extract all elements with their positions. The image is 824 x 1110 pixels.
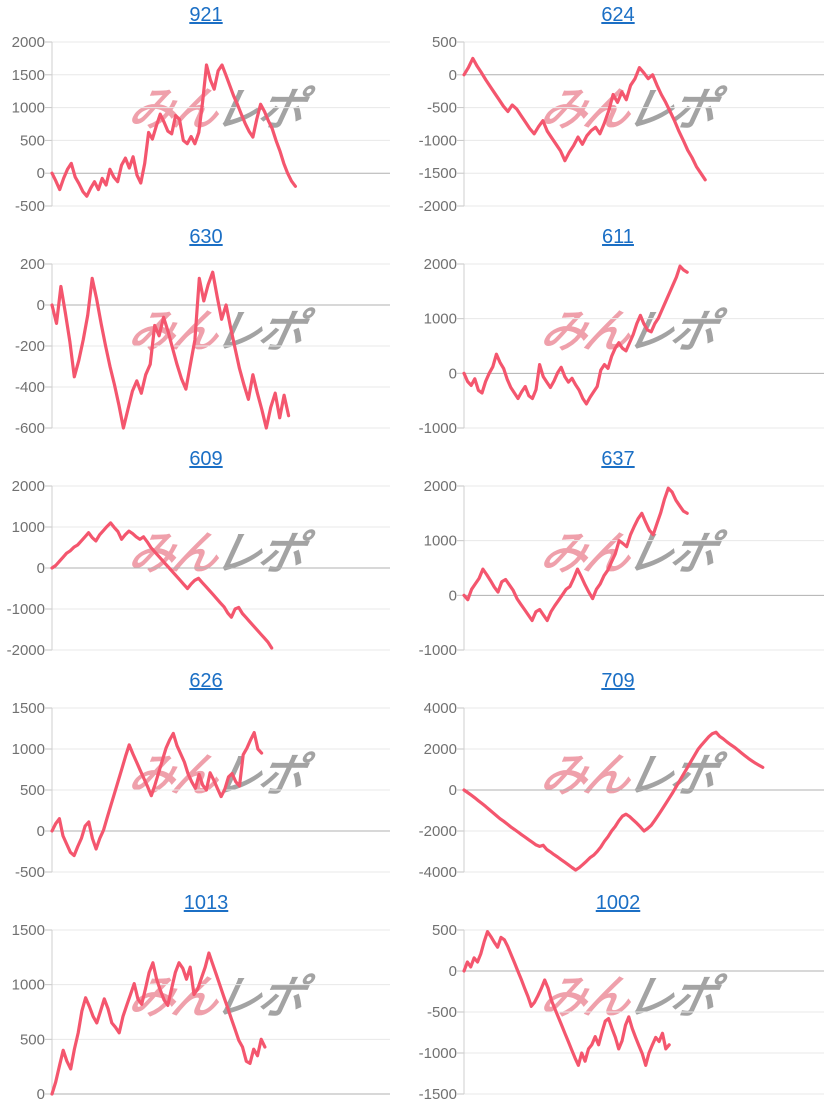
chart-title: 1002: [412, 892, 824, 915]
svg-text:-500: -500: [427, 100, 457, 117]
svg-text:0: 0: [449, 963, 457, 980]
svg-text:200: 200: [20, 256, 45, 273]
chart-title: 709: [412, 670, 824, 693]
svg-text:500: 500: [432, 34, 457, 51]
machine-number-link[interactable]: 1002: [595, 892, 641, 914]
machine-number-link[interactable]: 630: [189, 226, 223, 248]
svg-text:0: 0: [37, 560, 45, 577]
svg-text:4000: 4000: [424, 700, 457, 717]
chart-cell: 626 みんレポ 1500 1000 500 0 -500: [0, 666, 412, 888]
svg-text:-1500: -1500: [419, 165, 457, 182]
svg-text:2000: 2000: [424, 256, 457, 273]
line-chart: 2000 1500 1000 500 0 -500: [12, 34, 390, 215]
svg-text:1000: 1000: [12, 741, 45, 758]
svg-text:-500: -500: [15, 864, 45, 881]
line-chart: 4000 2000 0 -2000 -4000: [419, 700, 824, 881]
chart-title: 609: [0, 448, 412, 471]
chart-title: 1013: [0, 892, 412, 915]
svg-text:-1000: -1000: [7, 601, 45, 618]
line-chart: 500 0 -500 -1000 -1500 -2000: [419, 34, 824, 215]
svg-text:-4000: -4000: [419, 864, 457, 881]
chart-cell: 709 みんレポ 4000 2000 0 -2000 -4000: [412, 666, 824, 888]
machine-number-link[interactable]: 626: [189, 670, 223, 692]
chart-cell: 609 みんレポ 2000 1000 0 -1000 -2000: [0, 444, 412, 666]
svg-text:-1000: -1000: [419, 132, 457, 149]
machine-number-link[interactable]: 624: [601, 4, 635, 26]
chart-title: 626: [0, 670, 412, 693]
svg-text:1500: 1500: [12, 922, 45, 939]
line-chart: 1500 1000 500 0 -500: [12, 700, 390, 881]
line-chart: 2000 1000 0 -1000: [419, 478, 824, 659]
machine-number-link[interactable]: 921: [189, 4, 223, 26]
svg-text:-2000: -2000: [7, 642, 45, 659]
svg-text:-1000: -1000: [419, 642, 457, 659]
chart-cell: 630 みんレポ 200 0 -200 -400 -600: [0, 222, 412, 444]
machine-number-link[interactable]: 709: [601, 670, 635, 692]
svg-text:2000: 2000: [12, 34, 45, 51]
svg-text:-1500: -1500: [419, 1086, 457, 1103]
svg-text:0: 0: [37, 823, 45, 840]
machine-number-link[interactable]: 637: [601, 448, 635, 470]
chart-title: 611: [412, 226, 824, 249]
svg-text:1000: 1000: [424, 533, 457, 550]
svg-text:500: 500: [432, 922, 457, 939]
line-chart: 2000 1000 0 -1000: [419, 256, 824, 437]
svg-text:-200: -200: [15, 338, 45, 355]
svg-text:0: 0: [449, 67, 457, 84]
svg-text:-1000: -1000: [419, 1045, 457, 1062]
svg-text:0: 0: [37, 297, 45, 314]
line-chart: 1500 1000 500 0: [12, 922, 390, 1103]
svg-text:1000: 1000: [12, 519, 45, 536]
svg-text:2000: 2000: [12, 478, 45, 495]
svg-text:-2000: -2000: [419, 823, 457, 840]
line-chart: 200 0 -200 -400 -600: [15, 256, 390, 437]
svg-text:1500: 1500: [12, 67, 45, 84]
svg-text:1000: 1000: [12, 977, 45, 994]
line-chart: 2000 1000 0 -1000 -2000: [7, 478, 390, 659]
svg-text:-2000: -2000: [419, 198, 457, 215]
svg-text:-600: -600: [15, 420, 45, 437]
svg-text:500: 500: [20, 132, 45, 149]
chart-cell: 624 みんレポ 500 0 -500 -1000 -1500 -2000: [412, 0, 824, 222]
svg-text:0: 0: [449, 365, 457, 382]
svg-text:500: 500: [20, 1031, 45, 1048]
machine-number-link[interactable]: 611: [602, 226, 634, 248]
chart-cell: 1013 みんレポ 1500 1000 500 0: [0, 888, 412, 1110]
chart-title: 637: [412, 448, 824, 471]
svg-text:1000: 1000: [12, 100, 45, 117]
chart-title: 624: [412, 4, 824, 27]
svg-text:0: 0: [37, 165, 45, 182]
chart-title: 630: [0, 226, 412, 249]
chart-cell: 611 みんレポ 2000 1000 0 -1000: [412, 222, 824, 444]
svg-text:-1000: -1000: [419, 420, 457, 437]
svg-text:1500: 1500: [12, 700, 45, 717]
svg-text:-500: -500: [427, 1004, 457, 1021]
chart-cell: 921 みんレポ 2000 1500 1000 500 0 -500: [0, 0, 412, 222]
machine-number-link[interactable]: 609: [189, 448, 223, 470]
svg-text:0: 0: [449, 587, 457, 604]
svg-text:-500: -500: [15, 198, 45, 215]
machine-number-link[interactable]: 1013: [183, 892, 229, 914]
line-chart: 500 0 -500 -1000 -1500: [419, 922, 824, 1103]
svg-text:0: 0: [37, 1086, 45, 1103]
svg-text:2000: 2000: [424, 478, 457, 495]
svg-text:0: 0: [449, 782, 457, 799]
svg-text:-400: -400: [15, 379, 45, 396]
chart-title: 921: [0, 4, 412, 27]
chart-cell: 637 みんレポ 2000 1000 0 -1000: [412, 444, 824, 666]
svg-text:1000: 1000: [424, 311, 457, 328]
svg-text:2000: 2000: [424, 741, 457, 758]
svg-text:500: 500: [20, 782, 45, 799]
chart-cell: 1002 みんレポ 500 0 -500 -1000 -1500: [412, 888, 824, 1110]
